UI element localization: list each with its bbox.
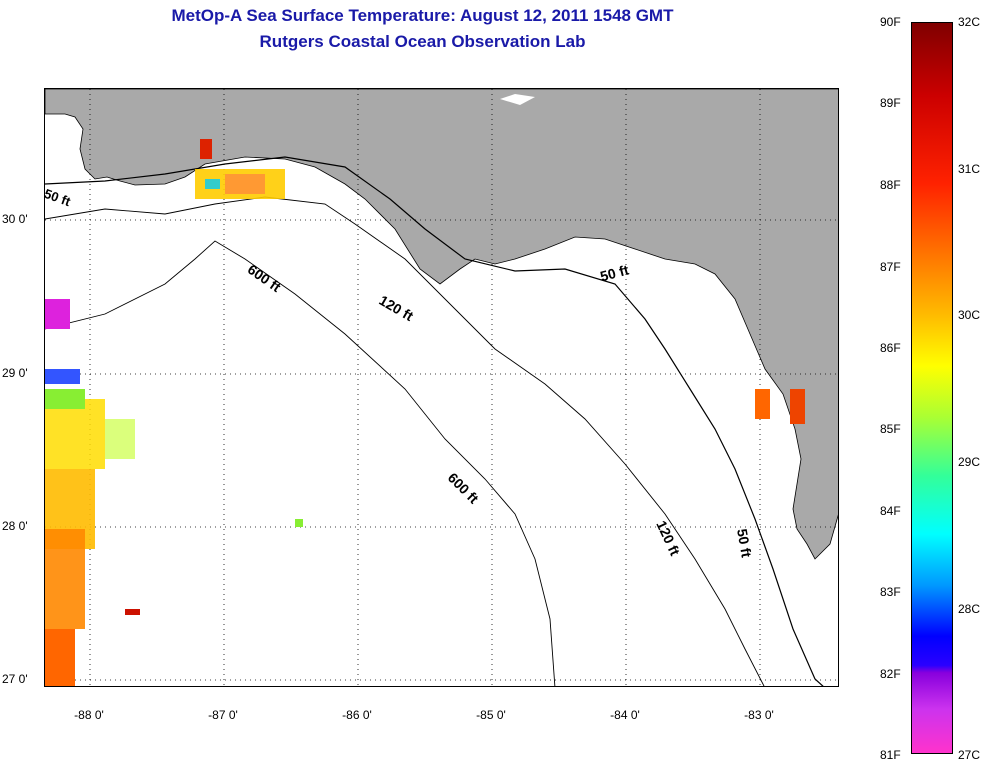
map-subtitle: Rutgers Coastal Ocean Observation Lab bbox=[0, 32, 845, 52]
lat-label: 29 0' bbox=[2, 366, 28, 380]
colorbar-f-label: 88F bbox=[880, 178, 901, 192]
colorbar-f-label: 90F bbox=[880, 15, 901, 29]
colorbar-f-label: 89F bbox=[880, 96, 901, 110]
colorbar-c-label: 31C bbox=[958, 162, 980, 176]
temperature-colorbar bbox=[911, 22, 953, 754]
lat-label: 27 0' bbox=[2, 672, 28, 686]
lon-label: -83 0' bbox=[744, 708, 774, 722]
colorbar-c-label: 27C bbox=[958, 748, 980, 762]
lon-label: -84 0' bbox=[610, 708, 640, 722]
colorbar-f-label: 83F bbox=[880, 585, 901, 599]
colorbar-f-label: 86F bbox=[880, 341, 901, 355]
colorbar-c-label: 32C bbox=[958, 15, 980, 29]
colorbar-f-label: 87F bbox=[880, 260, 901, 274]
lon-label: -87 0' bbox=[208, 708, 238, 722]
map-panel[interactable] bbox=[44, 88, 839, 687]
land-area bbox=[45, 89, 839, 559]
lat-label: 30 0' bbox=[2, 212, 28, 226]
lon-label: -88 0' bbox=[74, 708, 104, 722]
lat-label: 28 0' bbox=[2, 519, 28, 533]
map-title: MetOp-A Sea Surface Temperature: August … bbox=[0, 6, 845, 26]
colorbar-c-label: 29C bbox=[958, 455, 980, 469]
colorbar-f-label: 81F bbox=[880, 748, 901, 762]
colorbar-c-label: 28C bbox=[958, 602, 980, 616]
lon-label: -86 0' bbox=[342, 708, 372, 722]
colorbar-f-label: 85F bbox=[880, 422, 901, 436]
colorbar-f-label: 82F bbox=[880, 667, 901, 681]
contour-120ft bbox=[45, 197, 765, 687]
map-canvas bbox=[45, 89, 839, 687]
colorbar-c-label: 30C bbox=[958, 308, 980, 322]
contour-600ft bbox=[45, 241, 555, 687]
colorbar-f-label: 84F bbox=[880, 504, 901, 518]
lon-label: -85 0' bbox=[476, 708, 506, 722]
